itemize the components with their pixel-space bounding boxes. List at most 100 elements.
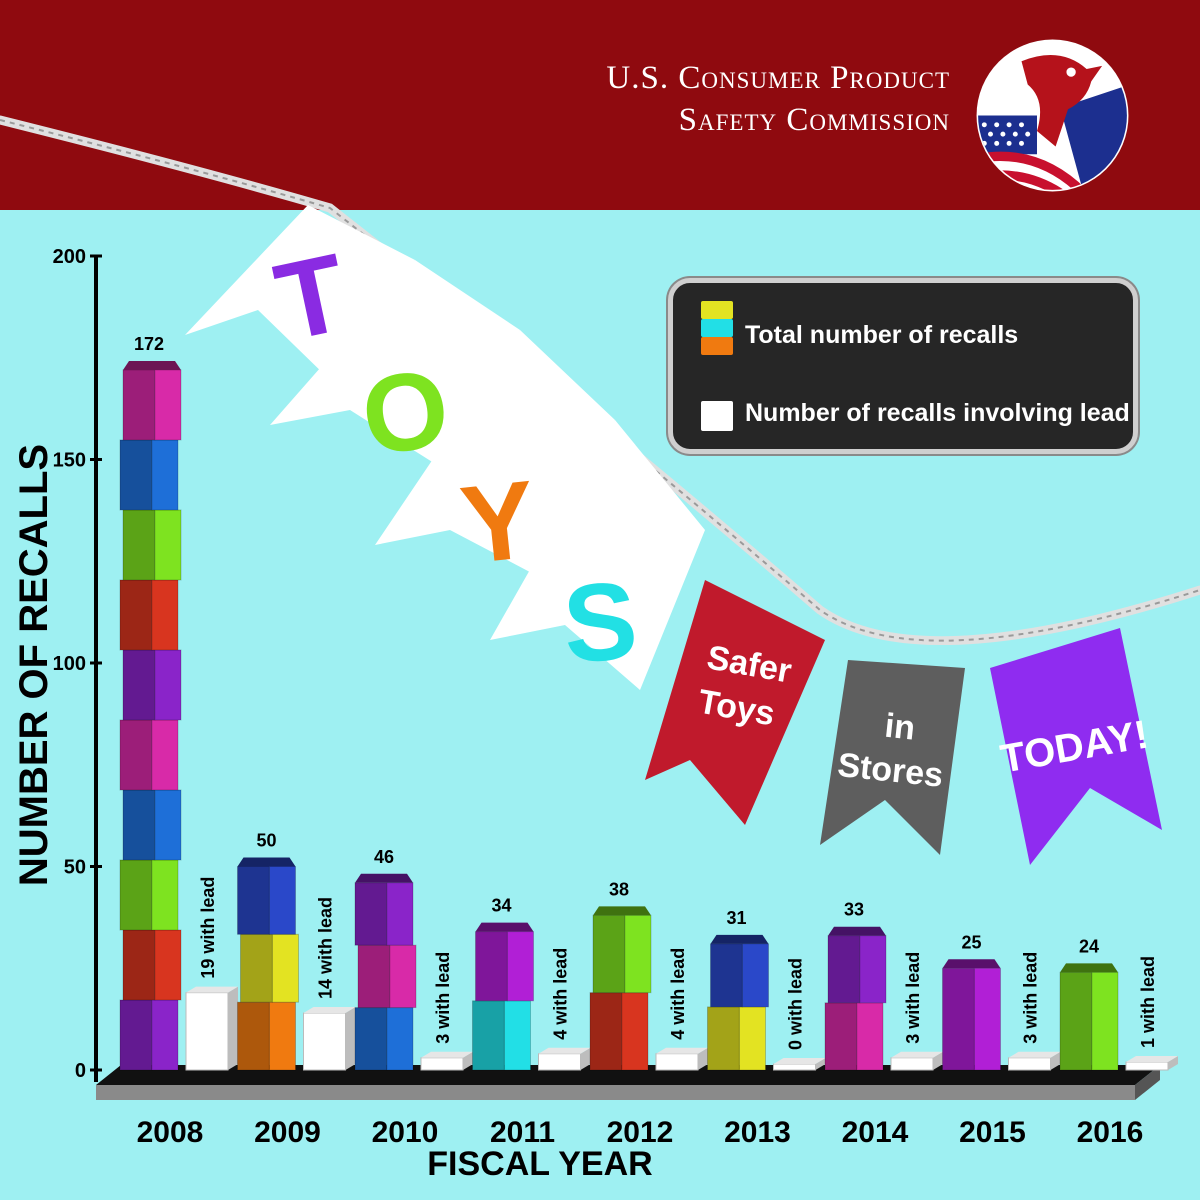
lead-box-side bbox=[933, 1051, 943, 1070]
value-label-lead-2009: 14 with lead bbox=[316, 897, 336, 999]
lead-box-front bbox=[773, 1063, 816, 1071]
org-name-line-1: U.S. Consumer Product bbox=[606, 60, 950, 96]
value-label-lead-2015: 3 with lead bbox=[1021, 952, 1041, 1044]
bar-lead-2013 bbox=[773, 1058, 826, 1071]
cube-front-left bbox=[122, 789, 156, 861]
chart-axes: 0 50 100 150 200 bbox=[53, 246, 102, 1082]
legend-label-total: Total number of recalls bbox=[745, 321, 1019, 349]
cube-front-right bbox=[151, 999, 179, 1071]
cube-front-left bbox=[354, 1007, 388, 1071]
bar-lead-2014 bbox=[890, 1051, 943, 1071]
cube-front-left bbox=[707, 1006, 740, 1071]
value-label-total-2009: 50 bbox=[256, 831, 276, 851]
toys-banner: T O Y S Safer Toys in Stores TODAY! bbox=[0, 115, 1200, 865]
bar-total-2010 bbox=[354, 873, 417, 1071]
lead-box-top bbox=[773, 1058, 826, 1064]
cube-front-left bbox=[119, 719, 153, 791]
cube-front-right bbox=[386, 1007, 414, 1071]
bar-lead-2011 bbox=[538, 1047, 591, 1071]
floor-front bbox=[96, 1085, 1135, 1100]
x-tick-label-2014: 2014 bbox=[842, 1116, 909, 1149]
cube-front-right bbox=[154, 929, 182, 1001]
cube-front-left bbox=[1059, 971, 1093, 1071]
value-label-lead-2011: 4 with lead bbox=[551, 948, 571, 1040]
lead-box-front bbox=[303, 1012, 346, 1071]
value-label-lead-2012: 4 with lead bbox=[668, 948, 688, 1040]
cube-top bbox=[942, 959, 1001, 969]
cube-front-right bbox=[154, 789, 182, 861]
lead-box-side bbox=[815, 1058, 826, 1070]
lead-box-side bbox=[1050, 1051, 1061, 1070]
cube-top bbox=[1060, 963, 1118, 973]
cube-front-right bbox=[856, 1002, 884, 1071]
y-axis-label: NUMBER OF RECALLS bbox=[12, 443, 56, 887]
cube-front-right bbox=[268, 866, 296, 935]
cpsc-eagle-seal-icon bbox=[976, 39, 1129, 192]
legend: Total number of recalls Number of recall… bbox=[668, 278, 1138, 454]
pennant-text-in: in bbox=[883, 707, 917, 748]
cube-front-right bbox=[268, 1001, 296, 1071]
cube-front-right bbox=[151, 859, 179, 931]
cube-front-right bbox=[859, 935, 887, 1004]
cube-front-left bbox=[122, 509, 156, 581]
cube-front-left bbox=[472, 1000, 505, 1071]
cube-front-right bbox=[271, 933, 299, 1003]
value-label-total-2014: 33 bbox=[844, 900, 864, 920]
cube-front-left bbox=[122, 369, 156, 441]
lead-box-front bbox=[538, 1053, 581, 1071]
cube-front-right bbox=[389, 944, 417, 1009]
cube-front-right bbox=[151, 719, 179, 791]
cube-front-left bbox=[827, 935, 861, 1004]
lead-box-top bbox=[186, 986, 238, 993]
lead-box-top bbox=[303, 1007, 356, 1014]
lead-box-front bbox=[655, 1053, 699, 1071]
lead-box-front bbox=[1008, 1057, 1051, 1071]
cube-front-left bbox=[942, 967, 975, 1071]
value-label-total-2016: 24 bbox=[1079, 936, 1099, 956]
cube-front-right bbox=[151, 439, 179, 511]
cube-front-left bbox=[475, 931, 508, 1002]
value-label-lead-2016: 1 with lead bbox=[1138, 956, 1158, 1048]
org-name-line-2: Safety Commission bbox=[678, 102, 950, 138]
pennant-o bbox=[270, 260, 520, 470]
cube-front-left bbox=[237, 1001, 270, 1071]
cube-front-right bbox=[154, 369, 182, 441]
cube-front-left bbox=[119, 999, 153, 1071]
header-band: U.S. Consumer Product Safety Commission bbox=[0, 0, 1200, 210]
lead-box-top bbox=[1008, 1051, 1061, 1058]
cube-front-left bbox=[824, 1002, 858, 1071]
bar-total-2008 bbox=[119, 360, 182, 1071]
cube-front-right bbox=[1091, 971, 1119, 1071]
chart-labels: 172 19 with lead 2008 50 14 with lead 2009 46 3… bbox=[134, 334, 1158, 1149]
y-tick-label: 150 bbox=[53, 450, 86, 472]
cube-front-right bbox=[386, 882, 414, 946]
bar-total-2013 bbox=[707, 934, 770, 1071]
lead-box-top bbox=[421, 1051, 473, 1058]
bar-lead-2012 bbox=[655, 1047, 708, 1071]
lead-box-front bbox=[185, 992, 229, 1071]
cube-top bbox=[237, 857, 296, 867]
cube-front-left bbox=[122, 649, 156, 721]
value-label-lead-2008: 19 with lead bbox=[198, 877, 218, 979]
chart-bars bbox=[119, 360, 1178, 1071]
legend-swatch-lead bbox=[701, 401, 733, 431]
x-tick-label-2013: 2013 bbox=[724, 1116, 791, 1149]
bar-lead-2015 bbox=[1008, 1051, 1061, 1071]
cube-front-left bbox=[354, 882, 388, 946]
cube-top bbox=[123, 360, 181, 370]
lead-box-front bbox=[890, 1057, 934, 1071]
x-tick-label-2012: 2012 bbox=[607, 1116, 674, 1149]
floor-side bbox=[1135, 1065, 1160, 1100]
letter-y: Y bbox=[455, 457, 541, 587]
value-label-total-2015: 25 bbox=[961, 932, 981, 952]
cube-front-left bbox=[357, 944, 391, 1009]
value-label-lead-2013: 0 with lead bbox=[786, 958, 806, 1050]
value-label-total-2010: 46 bbox=[374, 847, 394, 867]
banner-rope-texture bbox=[0, 119, 1200, 642]
lead-box-front bbox=[420, 1057, 464, 1071]
bar-total-2012 bbox=[589, 906, 652, 1071]
bar-total-2009 bbox=[237, 857, 299, 1071]
cube-front-left bbox=[119, 439, 153, 511]
